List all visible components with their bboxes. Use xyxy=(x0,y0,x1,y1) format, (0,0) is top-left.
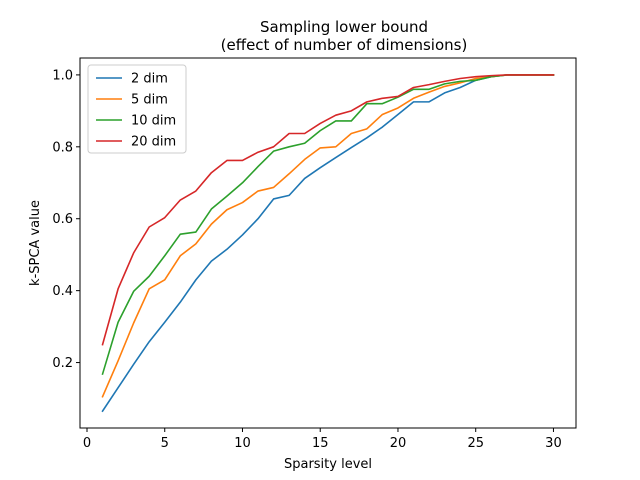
x-axis-ticks: 0 5 10 15 20 25 30 xyxy=(83,428,562,451)
x-tick-label: 25 xyxy=(467,436,484,451)
legend-label: 5 dim xyxy=(131,93,168,108)
x-tick-label: 20 xyxy=(390,436,407,451)
y-tick-label: 1.0 xyxy=(52,68,73,83)
y-tick-label: 0.4 xyxy=(52,284,73,299)
y-tick-label: 0.6 xyxy=(52,212,73,227)
x-tick-label: 10 xyxy=(234,436,251,451)
series-line-20-dim xyxy=(101,74,555,346)
x-tick-label: 30 xyxy=(545,436,562,451)
legend-label: 10 dim xyxy=(131,114,176,129)
legend-box xyxy=(87,64,187,154)
y-tick-label: 0.8 xyxy=(52,140,73,155)
legend-label: 20 dim xyxy=(131,135,176,150)
x-axis-label: Sparsity level xyxy=(284,457,372,472)
series-line-5-dim xyxy=(101,74,555,398)
series-line-10-dim xyxy=(101,74,555,376)
chart-subtitle: (effect of number of dimensions) xyxy=(221,36,468,54)
x-tick-label: 5 xyxy=(161,436,169,451)
x-tick-label: 0 xyxy=(83,436,91,451)
y-axis-label: k-SPCA value xyxy=(28,200,43,286)
y-axis-ticks: 0.2 0.4 0.6 0.8 1.0 xyxy=(52,68,80,371)
legend: 2 dim 5 dim 10 dim 20 dim xyxy=(87,64,187,154)
plot-area xyxy=(101,74,555,413)
legend-label: 2 dim xyxy=(131,72,168,87)
chart-title: Sampling lower bound xyxy=(260,18,428,36)
x-tick-label: 15 xyxy=(312,436,329,451)
axes-frame xyxy=(79,57,577,429)
y-tick-label: 0.2 xyxy=(52,356,73,371)
